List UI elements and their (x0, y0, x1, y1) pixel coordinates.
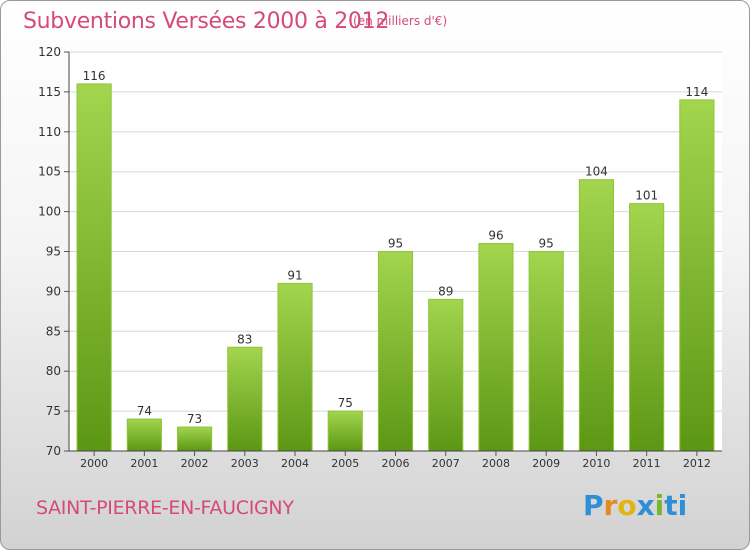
x-tick-label: 2006 (382, 457, 410, 470)
x-tick-label: 2011 (633, 457, 661, 470)
bar (176, 426, 213, 452)
axes: 70 75 80 85 90 95 100 105 110 115 120 2000 2001 2002 2… (38, 45, 722, 470)
bar (227, 346, 263, 452)
bar (277, 282, 313, 452)
bar (428, 298, 464, 452)
x-tick-label: 2004 (281, 457, 309, 470)
data-label: 95 (539, 237, 554, 251)
bar (327, 410, 363, 452)
x-tick-label: 2007 (432, 457, 460, 470)
y-tick-label: 80 (46, 364, 61, 378)
y-tick-label: 90 (46, 284, 61, 298)
bar (478, 243, 514, 452)
data-label: 91 (287, 268, 302, 282)
data-label: 96 (488, 229, 503, 243)
x-tick-label: 2002 (181, 457, 209, 470)
chart-unit: (en milliers d'€) (353, 14, 448, 28)
data-label: 83 (237, 332, 252, 346)
bar (126, 418, 162, 452)
data-label: 73 (187, 412, 202, 426)
logo-letter: o (617, 489, 637, 522)
y-tick-label: 70 (46, 444, 61, 458)
logo-letter: ti (664, 489, 688, 522)
x-tick-label: 2005 (331, 457, 359, 470)
x-tick-label: 2010 (582, 457, 610, 470)
y-tick-label: 85 (46, 324, 61, 338)
data-label: 116 (83, 69, 106, 83)
data-label: 89 (438, 284, 453, 298)
y-tick-label: 120 (38, 45, 61, 59)
data-label: 114 (685, 85, 708, 99)
chart-title: Subventions Versées 2000 à 2012 (23, 9, 390, 34)
x-tick-label: 2008 (482, 457, 510, 470)
proxiti-logo[interactable]: Proxiti (583, 489, 687, 522)
logo-letter: r (603, 489, 618, 522)
bar (76, 83, 112, 452)
logo-letter: i (654, 489, 665, 522)
x-tick-label: 2001 (130, 457, 158, 470)
x-tick-label: 2003 (231, 457, 259, 470)
data-label: 74 (137, 404, 152, 418)
y-tick-label: 75 (46, 404, 61, 418)
commune-name: SAINT-PIERRE-EN-FAUCIGNY (36, 497, 294, 519)
data-label: 104 (585, 165, 608, 179)
data-label: 101 (635, 189, 658, 203)
bar (528, 251, 564, 452)
logo-letter: P (583, 489, 604, 522)
bar (377, 251, 414, 452)
y-tick-label: 105 (38, 165, 61, 179)
x-tick-label: 2009 (532, 457, 560, 470)
y-tick-label: 115 (38, 85, 61, 99)
y-tick-label: 95 (46, 245, 61, 259)
bar (679, 99, 715, 452)
data-label: 75 (338, 396, 353, 410)
x-tick-label: 2000 (80, 457, 108, 470)
logo-letter: x (636, 489, 655, 522)
data-label: 95 (388, 237, 403, 251)
x-tick-label: 2012 (683, 457, 711, 470)
y-tick-label: 110 (38, 125, 61, 139)
bar (629, 203, 665, 452)
bar (578, 179, 615, 452)
y-tick-label: 100 (38, 205, 61, 219)
